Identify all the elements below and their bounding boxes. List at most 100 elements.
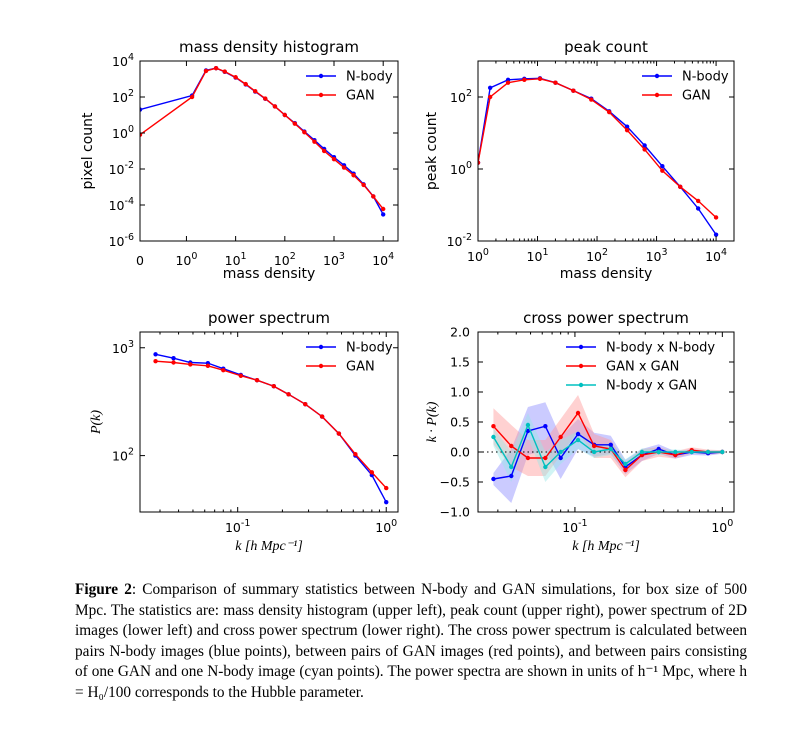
- y-tick-label: 10-2: [447, 232, 472, 249]
- data-point: [153, 352, 158, 357]
- x-tick-label: 100: [375, 518, 397, 535]
- data-point: [491, 434, 496, 440]
- data-point: [384, 485, 389, 491]
- x-axis-label: k [h Mpc⁻¹]: [572, 539, 640, 554]
- data-point: [271, 384, 276, 389]
- data-point: [525, 422, 531, 428]
- data-point: [140, 132, 143, 137]
- data-point: [213, 65, 219, 71]
- error-band-3: [493, 413, 723, 482]
- legend: N-body GAN: [642, 70, 729, 104]
- series-line-1: [155, 353, 387, 503]
- data-point: [491, 424, 496, 429]
- data-point: [591, 449, 597, 455]
- y-tick-label: 2.0: [450, 325, 470, 340]
- data-point: [543, 424, 548, 429]
- x-tick-label: 0: [136, 253, 144, 268]
- x-tick-label: 101: [225, 251, 247, 268]
- y-tick-label: 10-6: [109, 232, 134, 249]
- data-point: [353, 452, 358, 457]
- data-point: [543, 464, 548, 470]
- y-tick-label: 103: [112, 339, 134, 356]
- data-point: [553, 80, 558, 85]
- data-point: [272, 104, 278, 109]
- data-point: [606, 109, 612, 115]
- y-tick-label: −0.5: [440, 475, 470, 490]
- x-tick-label: 103: [646, 247, 668, 264]
- data-point: [660, 168, 665, 173]
- legend-label: N-body: [346, 70, 393, 85]
- data-point: [221, 367, 226, 373]
- data-point: [371, 194, 376, 199]
- y-tick-label: 102: [112, 88, 134, 105]
- data-point: [491, 476, 496, 482]
- data-point: [543, 455, 548, 461]
- data-point: [591, 443, 597, 449]
- data-point: [331, 157, 337, 162]
- panel-3: power spectrum 10-1 100 102 103 k [h Mpc⁻¹] P(…: [89, 309, 399, 554]
- data-point: [140, 107, 143, 112]
- x-tick-label: 10-1: [225, 518, 250, 535]
- data-point: [361, 182, 366, 188]
- data-point: [608, 442, 613, 447]
- data-point: [624, 127, 630, 133]
- x-tick-label: 10-1: [562, 518, 587, 535]
- x-tick-label: 100: [175, 251, 197, 268]
- legend-marker: [318, 73, 324, 79]
- data-point: [254, 378, 260, 383]
- data-point: [171, 360, 176, 365]
- x-tick-label: 104: [372, 251, 394, 268]
- data-point: [222, 69, 227, 74]
- data-point: [171, 356, 176, 361]
- data-point: [243, 81, 248, 87]
- data-point: [695, 206, 701, 211]
- data-point: [302, 130, 307, 135]
- data-point: [487, 85, 493, 91]
- data-point: [575, 437, 581, 443]
- axes-frame: [139, 60, 399, 242]
- y-tick-label: 102: [112, 447, 134, 464]
- y-axis-label: k · P(k): [425, 401, 440, 442]
- data-point: [673, 449, 678, 455]
- panel-1: mass density histogram 0 100 101 102 103 104 10…: [80, 38, 399, 282]
- series-line-2: [478, 78, 717, 218]
- data-point: [351, 173, 356, 178]
- data-point: [689, 449, 694, 455]
- data-point: [487, 94, 493, 100]
- data-point: [380, 206, 386, 212]
- y-tick-label: 10-4: [109, 196, 134, 213]
- y-axis-label: peak count: [424, 111, 440, 190]
- data-point: [321, 148, 327, 154]
- data-point: [705, 449, 711, 455]
- series-line-2: [155, 360, 387, 489]
- data-point: [589, 97, 594, 102]
- data-point: [509, 473, 514, 479]
- data-point: [384, 499, 389, 505]
- x-tick-label: 100: [467, 247, 489, 264]
- data-point: [623, 467, 628, 473]
- y-tick-label: 104: [112, 52, 134, 69]
- data-point: [624, 124, 630, 129]
- y-tick-label: 0.5: [450, 415, 470, 430]
- legend: N-body GAN: [306, 70, 393, 104]
- data-point: [522, 77, 527, 83]
- y-tick-label: 1.0: [450, 385, 470, 400]
- data-point: [341, 165, 347, 170]
- y-tick-label: 100: [450, 160, 472, 177]
- plot-area: [478, 395, 734, 503]
- data-point: [525, 455, 531, 461]
- data-point: [369, 470, 375, 475]
- figure-caption: Figure 2: Comparison of summary statisti…: [75, 580, 747, 703]
- data-point: [558, 455, 563, 461]
- data-point: [233, 75, 238, 80]
- x-tick-label: 103: [323, 251, 345, 268]
- data-point: [205, 363, 211, 369]
- data-point: [509, 464, 514, 470]
- data-point: [575, 431, 581, 437]
- data-point: [336, 431, 342, 436]
- data-point: [189, 94, 195, 100]
- data-point: [695, 198, 701, 204]
- data-point: [720, 449, 725, 455]
- data-point: [380, 212, 386, 217]
